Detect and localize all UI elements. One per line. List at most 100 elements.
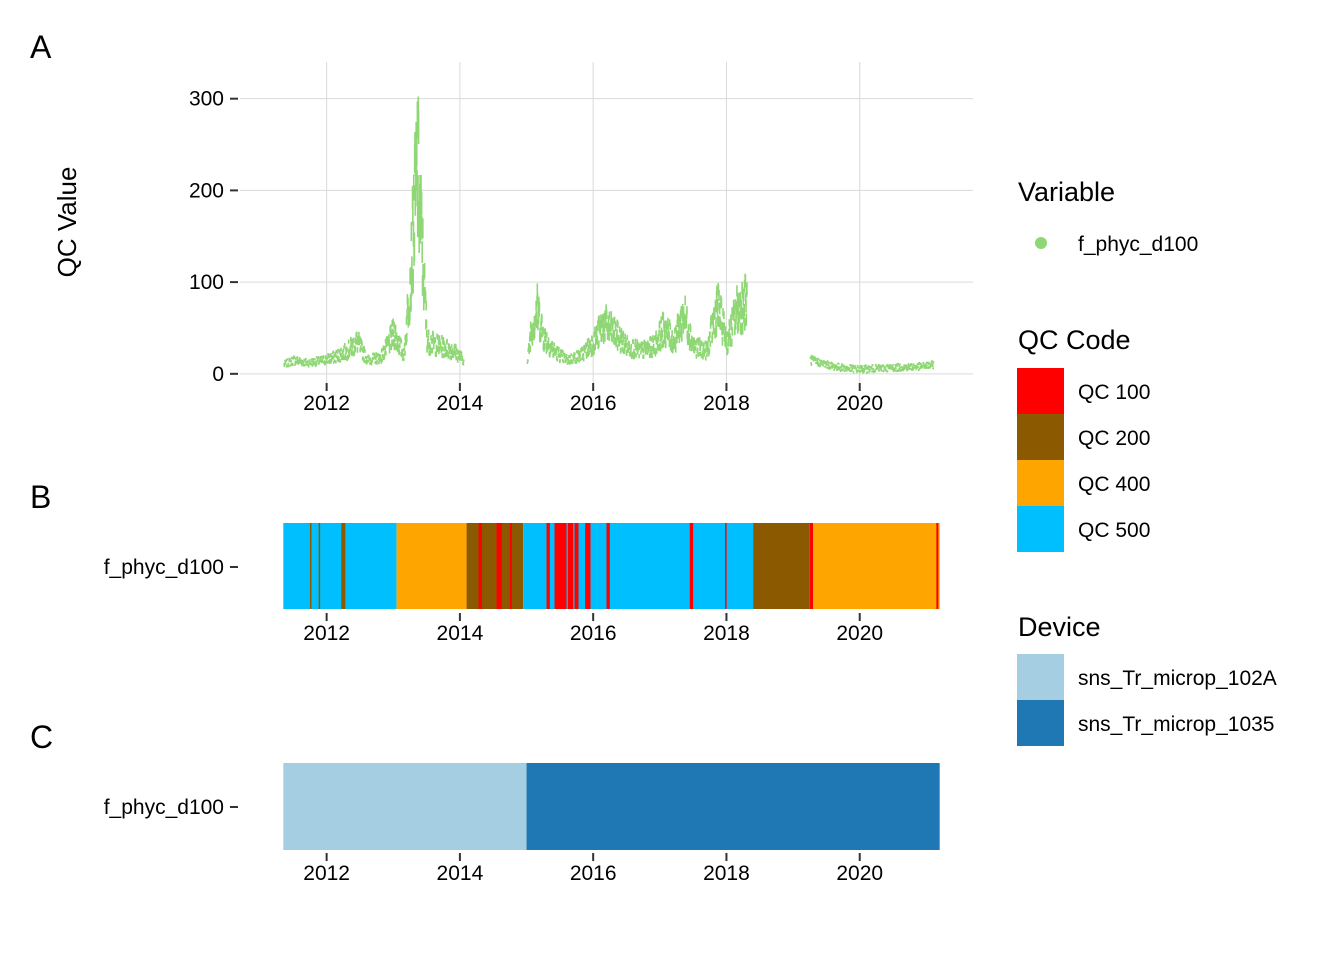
phyc-point-636 <box>539 327 541 338</box>
phyc-point-668 <box>548 352 551 358</box>
phyc-point-1485 <box>859 365 862 368</box>
phyc-point-791 <box>586 352 588 357</box>
phyc-point-605 <box>529 321 532 329</box>
legend-device-1035-key <box>1017 700 1064 746</box>
phyc-point-317 <box>379 356 381 360</box>
phyc-point-120 <box>319 355 322 359</box>
phyc-point-1449 <box>848 367 851 370</box>
phyc-point-38 <box>294 362 297 365</box>
phyc-point-222 <box>350 343 353 348</box>
phyc-point-458 <box>422 218 424 239</box>
phyc-point-1226 <box>717 316 720 328</box>
phyc-point-949 <box>634 351 636 356</box>
phyc-point-1435 <box>844 365 847 368</box>
phyc-point-219 <box>349 345 352 351</box>
phyc-point-576 <box>457 355 460 360</box>
phyc-point-253 <box>359 345 362 351</box>
phyc-point-264 <box>363 345 365 350</box>
phyc-point-1205 <box>711 331 714 340</box>
phyc-point-880 <box>613 337 615 345</box>
phyc-point-1191 <box>707 346 709 352</box>
phyc-point-189 <box>340 352 343 357</box>
phyc-point-655 <box>545 336 547 343</box>
phyc-point-304 <box>375 352 377 355</box>
phyc-point-1614 <box>898 365 901 368</box>
phyc-point-1292 <box>737 299 740 311</box>
phyc-point-1294 <box>738 311 741 323</box>
phyc-point-202 <box>344 353 347 358</box>
phyc-point-849 <box>603 323 606 333</box>
panel-a-xtick-label-2020: 2020 <box>836 392 883 415</box>
phyc-point-730 <box>567 361 570 365</box>
phyc-point-520 <box>440 347 443 352</box>
phyc-point-335 <box>384 338 387 344</box>
phyc-point-1322 <box>810 362 812 365</box>
phyc-point-347 <box>388 339 391 346</box>
phyc-point-721 <box>565 354 567 357</box>
phyc-point-1101 <box>680 328 682 338</box>
phyc-point-956 <box>636 343 638 348</box>
phyc-point-449 <box>419 174 421 204</box>
phyc-point-1431 <box>843 366 845 369</box>
phyc-point-630 <box>537 306 540 317</box>
phyc-point-1310 <box>743 303 746 317</box>
phyc-point-1439 <box>845 365 848 368</box>
phyc-point-831 <box>598 315 600 323</box>
phyc-point-661 <box>546 345 549 352</box>
phyc-point-583 <box>459 350 462 354</box>
phyc-point-380 <box>398 349 401 356</box>
phyc-point-693 <box>556 358 559 362</box>
phyc-point-764 <box>578 352 580 357</box>
phyc-point-217 <box>349 349 351 354</box>
phyc-point-1010 <box>652 338 655 344</box>
panel-a-ytick-label-100: 100 <box>189 271 224 294</box>
phyc-point-1083 <box>674 341 677 349</box>
phyc-point-601 <box>528 344 531 350</box>
phyc-point-1549 <box>879 366 881 369</box>
phyc-point-1698 <box>924 366 926 369</box>
phyc-point-279 <box>367 359 370 363</box>
phyc-point-17 <box>288 359 291 362</box>
phyc-point-1534 <box>874 369 877 372</box>
phyc-point-64 <box>302 361 305 364</box>
phyc-point-982 <box>644 340 646 346</box>
phyc-point-115 <box>318 362 320 365</box>
phyc-point-1089 <box>676 319 679 328</box>
phyc-point-1633 <box>904 364 907 367</box>
phyc-point-864 <box>608 332 610 341</box>
legend-variable: Variable f_phyc_d100 <box>1018 177 1198 256</box>
panel-c-tiles <box>283 763 940 850</box>
phyc-point-1391 <box>831 362 833 365</box>
phyc-point-299 <box>373 356 376 360</box>
phyc-point-1522 <box>870 367 873 370</box>
phyc-point-267 <box>364 349 366 353</box>
phyc-point-1429 <box>842 368 845 371</box>
phyc-point-755 <box>575 357 577 361</box>
phyc-point-778 <box>582 347 584 352</box>
phyc-point-178 <box>337 348 339 352</box>
phyc-point-196 <box>342 348 345 353</box>
phyc-point-391 <box>401 348 404 353</box>
phyc-point-106 <box>315 363 318 367</box>
phyc-point-820 <box>594 338 597 345</box>
phyc-point-441 <box>416 201 419 238</box>
phyc-point-586 <box>460 351 463 355</box>
phyc-point-1636 <box>905 364 908 367</box>
phyc-point-1547 <box>878 369 881 372</box>
phyc-point-546 <box>448 350 451 355</box>
phyc-point-1383 <box>828 365 831 368</box>
phyc-point-1232 <box>719 320 722 331</box>
phyc-point-1627 <box>902 369 905 372</box>
phyc-point-722 <box>565 356 567 359</box>
phyc-point-138 <box>325 355 327 358</box>
phyc-point-552 <box>450 356 453 361</box>
phyc-point-1721 <box>931 362 933 365</box>
phyc-point-265 <box>363 359 366 363</box>
phyc-point-1268 <box>730 322 733 331</box>
phyc-point-503 <box>435 344 438 350</box>
phyc-point-842 <box>601 319 604 328</box>
phyc-point-452 <box>420 174 422 201</box>
phyc-point-39 <box>295 357 297 361</box>
phyc-point-1021 <box>655 348 658 354</box>
phyc-point-336 <box>385 351 387 356</box>
